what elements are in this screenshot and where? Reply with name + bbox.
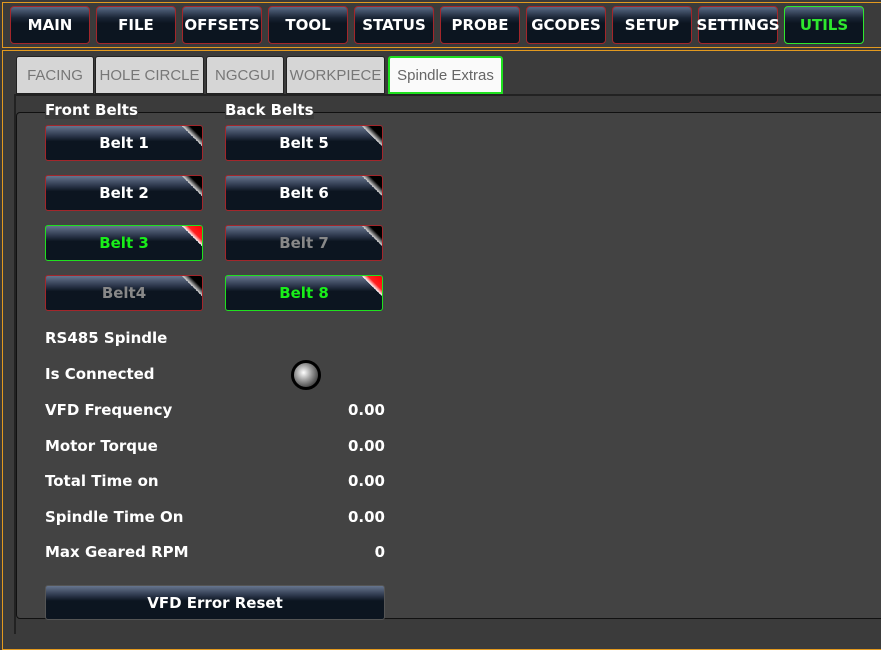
nav-gcodes-button[interactable]: GCODES [526, 6, 606, 44]
rs485-title: RS485 Spindle [45, 329, 168, 347]
nav-utils-button[interactable]: UTILS [784, 6, 864, 44]
belt-label: Belt 5 [279, 134, 329, 152]
status-corner-icon [362, 126, 382, 146]
nav-main-button[interactable]: MAIN [10, 6, 90, 44]
belt-button[interactable]: Belt 5 [225, 125, 383, 161]
readout-label: Spindle Time On [45, 507, 184, 526]
status-corner-icon [182, 176, 202, 196]
front-belts-title: Front Belts [45, 101, 138, 119]
nav-settings-button[interactable]: SETTINGS [696, 6, 780, 44]
nav-offsets-button[interactable]: OFFSETS [182, 6, 262, 44]
status-corner-icon [362, 226, 382, 246]
readout-label: Total Time on [45, 472, 159, 490]
belt-button[interactable]: Belt 1 [45, 125, 203, 161]
belt-button[interactable]: Belt 3 [45, 225, 203, 261]
nav-status-button[interactable]: STATUS [354, 6, 434, 44]
status-corner-icon [362, 176, 382, 196]
tab-workpiece[interactable]: WORKPIECE [286, 56, 385, 94]
readout-value: 0.00 [347, 436, 385, 455]
connection-led-indicator [291, 360, 321, 390]
belt-label: Belt 3 [99, 234, 149, 252]
nav-tool-button[interactable]: TOOL [268, 6, 348, 44]
tab-ngcgui[interactable]: NGCGUI [206, 56, 284, 94]
status-corner-icon [182, 226, 202, 246]
nav-probe-button[interactable]: PROBE [440, 6, 520, 44]
tab-spindle-extras[interactable]: Spindle Extras [388, 56, 503, 94]
tab-panel [14, 94, 881, 634]
main-nav-bar [2, 2, 881, 48]
readout-label: VFD Frequency [45, 401, 173, 419]
nav-file-button[interactable]: FILE [96, 6, 176, 44]
readout-value: 0.00 [347, 401, 385, 419]
back-belts-title: Back Belts [225, 101, 314, 119]
belt-button[interactable]: Belt 6 [225, 175, 383, 211]
belt-label: Belt 8 [279, 284, 329, 302]
belt-label: Belt 1 [99, 134, 149, 152]
readout-label: Motor Torque [45, 436, 158, 455]
belt-label: Belt 7 [279, 234, 329, 252]
status-corner-icon [362, 276, 382, 296]
belt-label: Belt4 [101, 284, 147, 302]
readout-value: 0.00 [347, 472, 385, 490]
belt-button[interactable]: Belt 8 [225, 275, 383, 311]
is-connected-label: Is Connected [45, 365, 155, 383]
nav-setup-button[interactable]: SETUP [612, 6, 692, 44]
status-corner-icon [182, 126, 202, 146]
belt-button[interactable]: Belt4 [45, 275, 203, 311]
belt-button[interactable]: Belt 2 [45, 175, 203, 211]
tab-hole-circle[interactable]: HOLE CIRCLE [95, 56, 204, 94]
tab-facing[interactable]: FACING [16, 56, 94, 94]
belt-label: Belt 6 [279, 184, 329, 202]
status-corner-icon [182, 276, 202, 296]
readout-label: Max Geared RPM [45, 543, 189, 561]
readout-value: 0.00 [347, 507, 385, 526]
readout-value: 0 [374, 543, 385, 561]
belt-label: Belt 2 [99, 184, 149, 202]
belt-button[interactable]: Belt 7 [225, 225, 383, 261]
vfd-error-reset-button[interactable]: VFD Error Reset [45, 585, 385, 620]
